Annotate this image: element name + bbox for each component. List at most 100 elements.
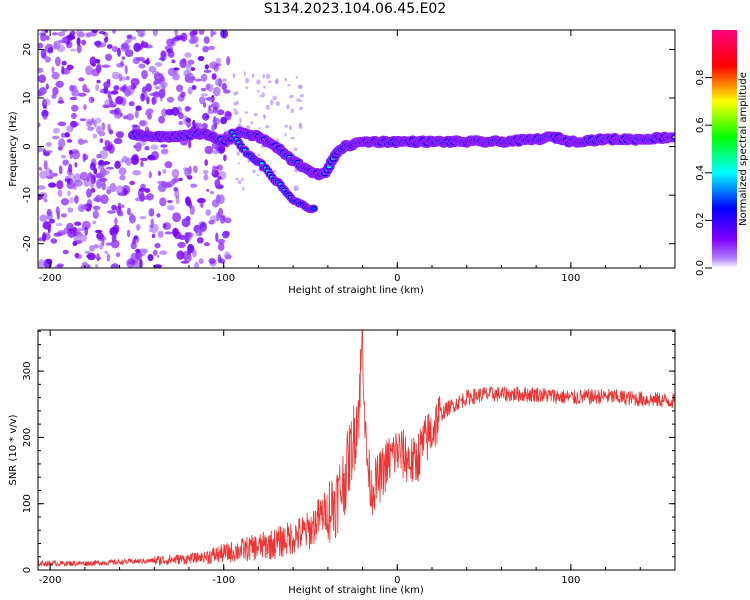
spectrogram-noise-blob (55, 223, 63, 227)
spectrogram-noise-blob (160, 50, 167, 58)
spectrogram-noise-blob (243, 71, 246, 77)
spectrogram-noise-blob (105, 242, 112, 246)
spectrogram-noise-blob (223, 89, 231, 94)
spectrogram-noise-blob (275, 101, 281, 106)
snr-xtick-label: 100 (561, 575, 580, 586)
spectrogram-noise-blob (296, 98, 301, 103)
spectrogram-noise-blob (213, 166, 220, 170)
spectrogram-noise-blob (77, 92, 87, 97)
spectrogram-noise-blob (144, 145, 150, 151)
spectrogram-noise-blob (115, 131, 124, 139)
spectrogram-noise-blob (110, 263, 120, 268)
snr-ytick-label: 0 (22, 567, 33, 573)
spectrogram-noise-blob (71, 150, 81, 160)
spectrogram-noise-blob (88, 96, 95, 104)
spectrogram-noise-blob (217, 176, 222, 180)
spectrogram-ytick-label: 10 (22, 92, 33, 105)
spectrogram-noise-blob (52, 135, 60, 140)
snr-xtick-label: -200 (39, 575, 62, 586)
spectrogram-noise-blob (111, 204, 117, 211)
spectrogram-noise-blob (40, 33, 47, 42)
spectrogram-noise-blob (154, 242, 161, 249)
spectrogram-noise-blob (96, 125, 102, 134)
spectrogram-noise-blob (58, 138, 66, 149)
spectrogram-noise-blob (171, 59, 176, 64)
spectrogram-noise-blob (153, 78, 162, 85)
spectrogram-noise-blob (212, 149, 220, 155)
spectrogram-noise-blob (42, 221, 52, 230)
spectrogram-noise-blob (180, 91, 186, 98)
spectrogram-noise-blob (224, 110, 232, 121)
spectrogram-noise-blob (242, 186, 245, 191)
spectrogram-noise-blob (44, 150, 53, 154)
spectrogram-noise-blob (161, 108, 168, 117)
spectrogram-noise-blob (76, 227, 86, 232)
spectrogram-noise-blob (213, 116, 217, 125)
spectrogram-xtick-label: -200 (39, 273, 62, 284)
spectrogram-noise-blob (152, 249, 158, 256)
spectrogram-noise-blob (148, 171, 152, 179)
spectrogram-noise-blob (100, 194, 109, 205)
spectrogram-noise-blob (43, 160, 48, 170)
spectrogram-noise-blob (200, 203, 204, 209)
spectrogram-noise-blob (51, 172, 58, 177)
spectrogram-noise-blob (170, 178, 180, 183)
spectrogram-noise-blob (208, 220, 215, 225)
spectrogram-noise-blob (298, 124, 303, 129)
spectrogram-noise-blob (106, 79, 111, 84)
spectrogram-noise-blob (257, 89, 260, 93)
spectrogram-noise-blob (173, 187, 179, 192)
spectrogram-noise-blob (139, 157, 149, 162)
spectrogram-noise-blob (202, 112, 210, 121)
spectrogram-noise-blob (67, 190, 71, 196)
spectrogram-noise-blob (219, 258, 226, 264)
spectrogram-noise-blob (176, 250, 185, 260)
spectrogram-noise-blob (38, 258, 45, 268)
spectrogram-noise-blob (159, 81, 168, 88)
spectrogram-noise-blob (46, 258, 53, 265)
spectrogram-noise-blob (73, 173, 82, 183)
spectrogram-noise-blob (188, 77, 194, 84)
spectrogram-noise-blob (216, 109, 225, 116)
spectrogram-noise-blob (98, 30, 106, 35)
spectrogram-noise-blob (113, 111, 122, 119)
spectrogram-noise-blob (124, 49, 134, 57)
spectrogram-noise-blob (62, 159, 70, 166)
spectrogram-noise-blob (87, 172, 93, 179)
spectrogram-noise-blob (55, 206, 60, 215)
spectrogram-noise-blob (215, 194, 221, 204)
spectrogram-noise-blob (128, 214, 136, 224)
spectrogram-noise-blob (149, 93, 157, 96)
spectrogram-noise-blob (173, 67, 180, 71)
spectrogram-noise-blob (257, 153, 261, 157)
snr-ylabel: SNR (10 * v/v) (8, 414, 19, 485)
spectrogram-noise-blob (175, 195, 180, 205)
spectrogram-noise-blob (51, 32, 58, 36)
spectrogram-noise-blob (126, 34, 133, 39)
spectrogram-noise-blob (190, 35, 199, 44)
spectrogram-noise-blob (269, 99, 274, 106)
spectrogram-noise-blob (70, 179, 76, 185)
spectrogram-noise-blob (39, 170, 48, 179)
spectrogram-noise-blob (290, 108, 294, 114)
spectrogram-noise-blob (160, 144, 168, 148)
spectrogram-noise-blob (187, 86, 193, 95)
spectrogram-noise-blob (151, 96, 156, 106)
spectrogram-noise-blob (94, 58, 101, 64)
spectrogram-noise-blob (38, 122, 41, 128)
colorbar-tick-label: 0.0 (695, 260, 706, 276)
spectrogram-noise-blob (138, 119, 148, 127)
spectrogram-noise-blob (195, 229, 203, 237)
spectrogram-noise-blob (196, 197, 206, 204)
spectrogram-noise-blob (58, 165, 63, 175)
colorbar: 0.0 0.2 0.4 0.6 0.8 Normalized spectral ampl… (695, 30, 749, 276)
spectrogram-noise-blob (92, 133, 98, 139)
spectrogram-noise-blob (174, 30, 179, 36)
spectrogram-noise-blob (184, 254, 192, 263)
spectrogram-noise-blob (96, 179, 102, 189)
spectrogram-noise-blob (237, 162, 240, 165)
spectrogram-noise-blob (289, 94, 294, 99)
spectrogram-ylabel: Frequency (Hz) (8, 111, 19, 187)
spectrogram-noise-blob (212, 86, 221, 97)
spectrogram-noise-blob (233, 110, 239, 116)
